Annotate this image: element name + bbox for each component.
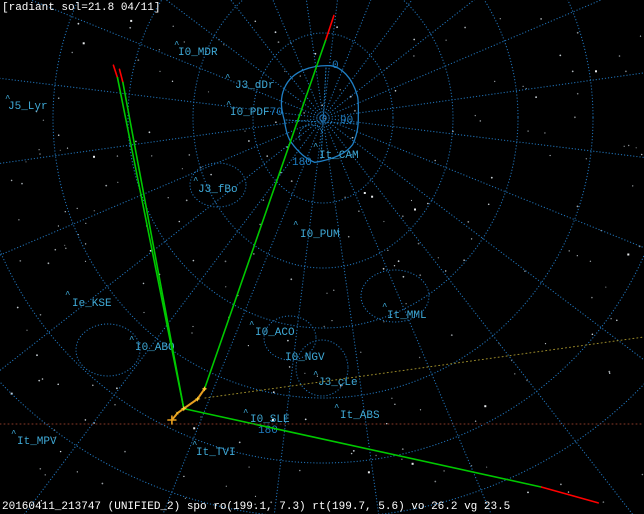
- svg-text:180: 180: [292, 157, 312, 169]
- svg-text:90: 90: [340, 115, 353, 127]
- svg-text:J5_Lyr: J5_Lyr: [8, 101, 48, 113]
- svg-text:^: ^: [313, 142, 318, 152]
- svg-text:I0_MDR: I0_MDR: [178, 47, 218, 59]
- svg-text:It_MPV: It_MPV: [17, 436, 57, 448]
- svg-text:^: ^: [65, 290, 70, 300]
- svg-text:It_CAM: It_CAM: [319, 150, 359, 162]
- svg-text:It_MML: It_MML: [387, 310, 427, 322]
- svg-text:^: ^: [249, 320, 254, 330]
- svg-text:Ie_KSE: Ie_KSE: [72, 298, 112, 310]
- svg-text:J3_fBo: J3_fBo: [198, 184, 238, 196]
- svg-text:^: ^: [11, 429, 16, 439]
- svg-text:I0_PUM: I0_PUM: [300, 229, 340, 241]
- svg-text:It_TVI: It_TVI: [196, 447, 236, 459]
- svg-text:I0_PDF70: I0_PDF70: [230, 107, 283, 119]
- svg-text:^: ^: [334, 403, 339, 413]
- svg-text:0: 0: [332, 60, 339, 72]
- svg-text:I0_ACO: I0_ACO: [255, 327, 295, 339]
- svg-text:J3_cLe: J3_cLe: [318, 377, 358, 389]
- svg-text:It_ABS: It_ABS: [340, 410, 380, 422]
- svg-text:I0_ABO: I0_ABO: [135, 342, 175, 354]
- svg-text:^: ^: [293, 220, 298, 230]
- svg-text:I0_NGV: I0_NGV: [285, 352, 325, 364]
- svg-text:^: ^: [225, 73, 230, 83]
- svg-text:^: ^: [129, 335, 134, 345]
- svg-text:J3_dDr: J3_dDr: [235, 80, 275, 92]
- svg-text:^: ^: [243, 408, 248, 418]
